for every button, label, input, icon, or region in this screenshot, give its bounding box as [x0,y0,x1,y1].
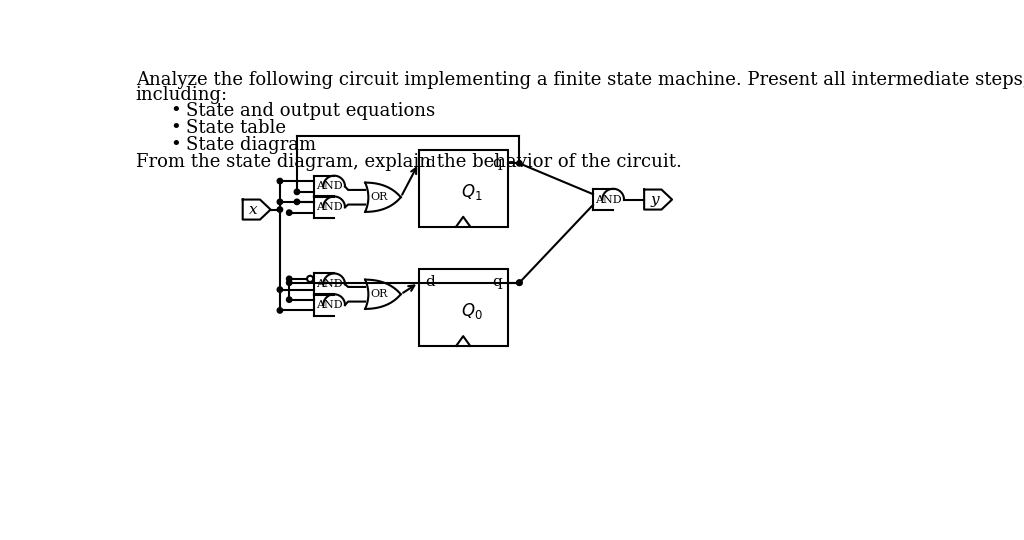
Text: State diagram: State diagram [186,136,316,154]
Text: x: x [249,202,258,217]
Text: •: • [171,102,181,120]
Text: including:: including: [136,85,228,104]
Text: d: d [425,156,434,170]
Text: q: q [492,156,502,170]
Bar [419,269,508,346]
Circle shape [287,297,292,302]
Text: y: y [650,193,659,206]
Text: OR: OR [370,192,387,202]
Text: •: • [171,136,181,154]
Circle shape [517,280,522,286]
Circle shape [517,161,522,166]
Circle shape [294,189,300,194]
Circle shape [287,210,292,215]
Text: AND: AND [316,202,343,212]
Circle shape [287,276,292,281]
Circle shape [287,280,292,286]
Text: Analyze the following circuit implementing a finite state machine. Present all i: Analyze the following circuit implementi… [136,71,1024,89]
Text: $Q_1$: $Q_1$ [462,182,483,202]
Text: •: • [171,119,181,137]
Bar [419,150,508,226]
Circle shape [278,199,283,205]
Text: State table: State table [186,119,286,137]
Text: AND: AND [316,279,343,289]
Text: d: d [425,275,434,289]
Text: AND: AND [316,300,343,310]
Text: OR: OR [370,289,387,299]
Text: AND: AND [316,181,343,192]
Text: $Q_0$: $Q_0$ [461,301,483,321]
Text: State and output equations: State and output equations [186,102,435,120]
Circle shape [294,199,300,205]
Text: From the state diagram, explain the behavior of the circuit.: From the state diagram, explain the beha… [136,153,682,171]
Circle shape [278,178,283,184]
Circle shape [517,280,522,286]
Circle shape [278,287,283,292]
Circle shape [278,308,283,313]
Text: q: q [492,275,502,289]
Circle shape [278,207,283,212]
Text: AND: AND [595,194,622,205]
